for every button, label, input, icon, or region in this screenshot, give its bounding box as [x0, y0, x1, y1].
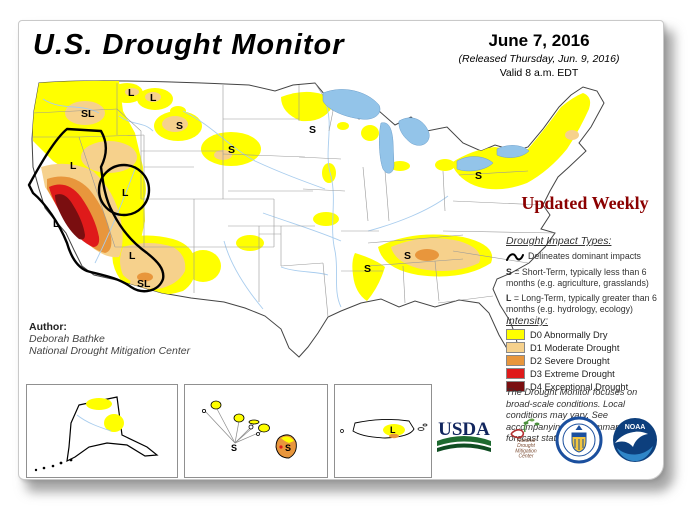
map-impact-label: S — [475, 170, 482, 182]
drought-areas — [32, 80, 591, 301]
map-impact-label: S — [364, 263, 371, 275]
impact-boundary — [27, 127, 165, 293]
short-term-definition: S = Short-Term, typically less than 6 mo… — [506, 267, 660, 288]
author-org: National Drought Mitigation Center — [29, 345, 191, 357]
impact-legend-heading: Drought Impact Types: — [506, 235, 612, 247]
intensity-item: D4 Exceptional Drought — [506, 381, 660, 392]
intensity-label: D3 Extreme Drought — [530, 368, 615, 379]
puerto-rico-impact-label: L — [390, 425, 396, 435]
map-impact-label: L — [128, 87, 135, 99]
intensity-item: D1 Moderate Drought — [506, 342, 660, 353]
map-impact-label: S — [228, 144, 235, 156]
intensity-label: D2 Severe Drought — [530, 355, 610, 366]
intensity-label: D4 Exceptional Drought — [530, 381, 629, 392]
usda-logo: USDA — [437, 419, 491, 452]
aleutian-islands — [34, 458, 73, 472]
map-impact-label: L — [70, 160, 77, 172]
author-heading: Author: — [29, 321, 67, 333]
usda-logo-text: USDA — [438, 419, 490, 440]
intensity-item: D2 Severe Drought — [506, 355, 660, 366]
puerto-rico-inset: L — [334, 384, 432, 478]
intensity-item: D0 Abnormally Dry — [506, 329, 660, 340]
page-title: U.S. Drought Monitor — [33, 29, 345, 61]
released-date: (Released Thursday, Jun. 9, 2016) — [458, 53, 620, 65]
intensity-swatch — [506, 355, 525, 366]
noaa-logo: NOAA — [613, 418, 657, 462]
impact-legend: Drought Impact Types: Delineates dominan… — [506, 235, 660, 314]
intensity-swatch — [506, 342, 525, 353]
short-term-prefix: S — [506, 267, 512, 277]
intensity-swatch — [506, 368, 525, 379]
hawaii-inset: S S — [184, 384, 328, 478]
long-term-prefix: L — [506, 293, 512, 304]
map-impact-label: L — [53, 218, 60, 230]
puerto-rico-map: L — [340, 418, 428, 439]
date-block: June 7, 2016 (Released Thursday, Jun. 9,… — [425, 31, 653, 79]
noaa-logo-text: NOAA — [625, 424, 646, 431]
state-borders — [32, 82, 556, 318]
map-impact-label: SL — [137, 278, 151, 290]
hawaii-impact-label: S — [231, 443, 237, 453]
hawaii-map: S S — [201, 400, 297, 459]
valid-time: Valid 8 a.m. EDT — [499, 67, 579, 79]
intensity-swatch — [506, 381, 525, 392]
alaska-map — [34, 396, 159, 472]
long-term-definition: L = Long-Term, typically greater than 6 … — [506, 293, 660, 314]
map-impact-label: L — [129, 250, 136, 262]
commerce-seal — [555, 416, 603, 464]
alaska-inset — [26, 384, 178, 478]
hawaii-island-impact-label: S — [285, 443, 291, 453]
map-impact-label: L — [150, 92, 157, 104]
intensity-heading: Intensity: — [506, 315, 549, 327]
author-name: Deborah Bathke — [29, 333, 105, 345]
updated-weekly: Updated Weekly — [521, 193, 649, 213]
ndmc-logo: National Drought Mitigation Center — [510, 418, 540, 460]
great-lakes — [322, 89, 530, 174]
intensity-item: D3 Extreme Drought — [506, 368, 660, 379]
map-impact-label: SL — [81, 108, 95, 120]
short-term-text: = Short-Term, typically less than 6 mont… — [506, 267, 649, 288]
intensity-label: D0 Abnormally Dry — [530, 329, 608, 340]
drought-monitor-page: U.S. Drought Monitor June 7, 2016 (Relea… — [18, 20, 664, 480]
intensity-rows: D0 Abnormally Dry D1 Moderate Drought D2 S… — [506, 329, 660, 392]
intensity-swatch — [506, 329, 525, 340]
intensity-label: D1 Moderate Drought — [530, 342, 620, 353]
rivers — [42, 98, 449, 310]
map-impact-label: S — [309, 124, 316, 136]
intensity-legend: Intensity: D0 Abnormally Dry D1 Moderate … — [506, 315, 660, 392]
delineation-squiggle-icon — [506, 253, 524, 261]
map-impact-label: S — [176, 120, 183, 132]
long-term-text: = Long-Term, typically greater than 6 mo… — [506, 293, 657, 314]
callout-lines — [204, 406, 264, 444]
map-impact-label: S — [404, 250, 411, 262]
map-impact-label: L — [122, 187, 129, 199]
author-block: Author: Deborah Bathke National Drought … — [29, 321, 190, 357]
delineates-text: Delineates dominant impacts — [528, 251, 641, 261]
ndmc-logo-text: National Drought Mitigation Center — [515, 438, 537, 460]
map-date: June 7, 2016 — [488, 31, 590, 50]
